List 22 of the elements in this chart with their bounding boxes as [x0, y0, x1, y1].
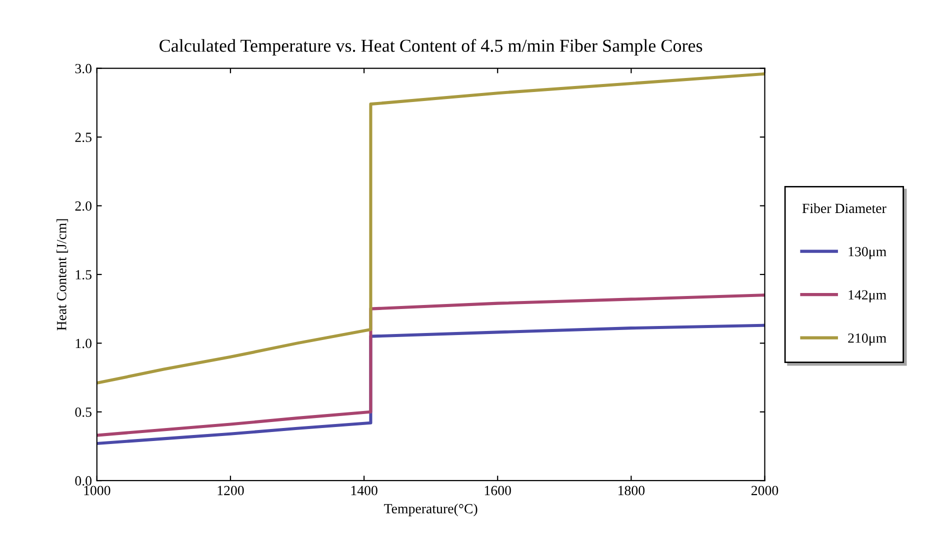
y-tick-label: 0.0: [75, 476, 92, 486]
x-tick-label: 1000: [84, 486, 110, 496]
y-tick-label: 3.0: [75, 64, 92, 74]
legend-label: 142μm: [848, 290, 886, 302]
line-series: [96, 294, 765, 437]
y-tick-label: 1.5: [76, 270, 92, 280]
y-axis-title: Heat Content [J/cm]: [56, 219, 68, 330]
x-tick-label: 1200: [218, 486, 244, 496]
y-tick-label: 2.5: [75, 132, 92, 142]
line-series: [96, 72, 765, 385]
x-tick-label: 2000: [751, 486, 778, 496]
chart-title: Calculated Temperature vs. Heat Content of 4.5 m/min Fiber Sample Cores: [160, 38, 702, 56]
legend-label: 130μm: [848, 246, 886, 260]
x-tick-label: 1400: [351, 486, 378, 496]
legend-label: 210μm: [848, 333, 886, 346]
x-tick-label: 1800: [618, 486, 645, 496]
y-tick-label: 1.0: [76, 338, 92, 348]
x-tick-label: 1600: [484, 486, 511, 496]
y-tick-label: 0.5: [75, 407, 92, 417]
y-tick-label: 2.0: [75, 201, 92, 211]
legend-title: Fiber Diameter: [802, 203, 886, 214]
x-axis-title: Temperature(°C): [384, 504, 478, 516]
